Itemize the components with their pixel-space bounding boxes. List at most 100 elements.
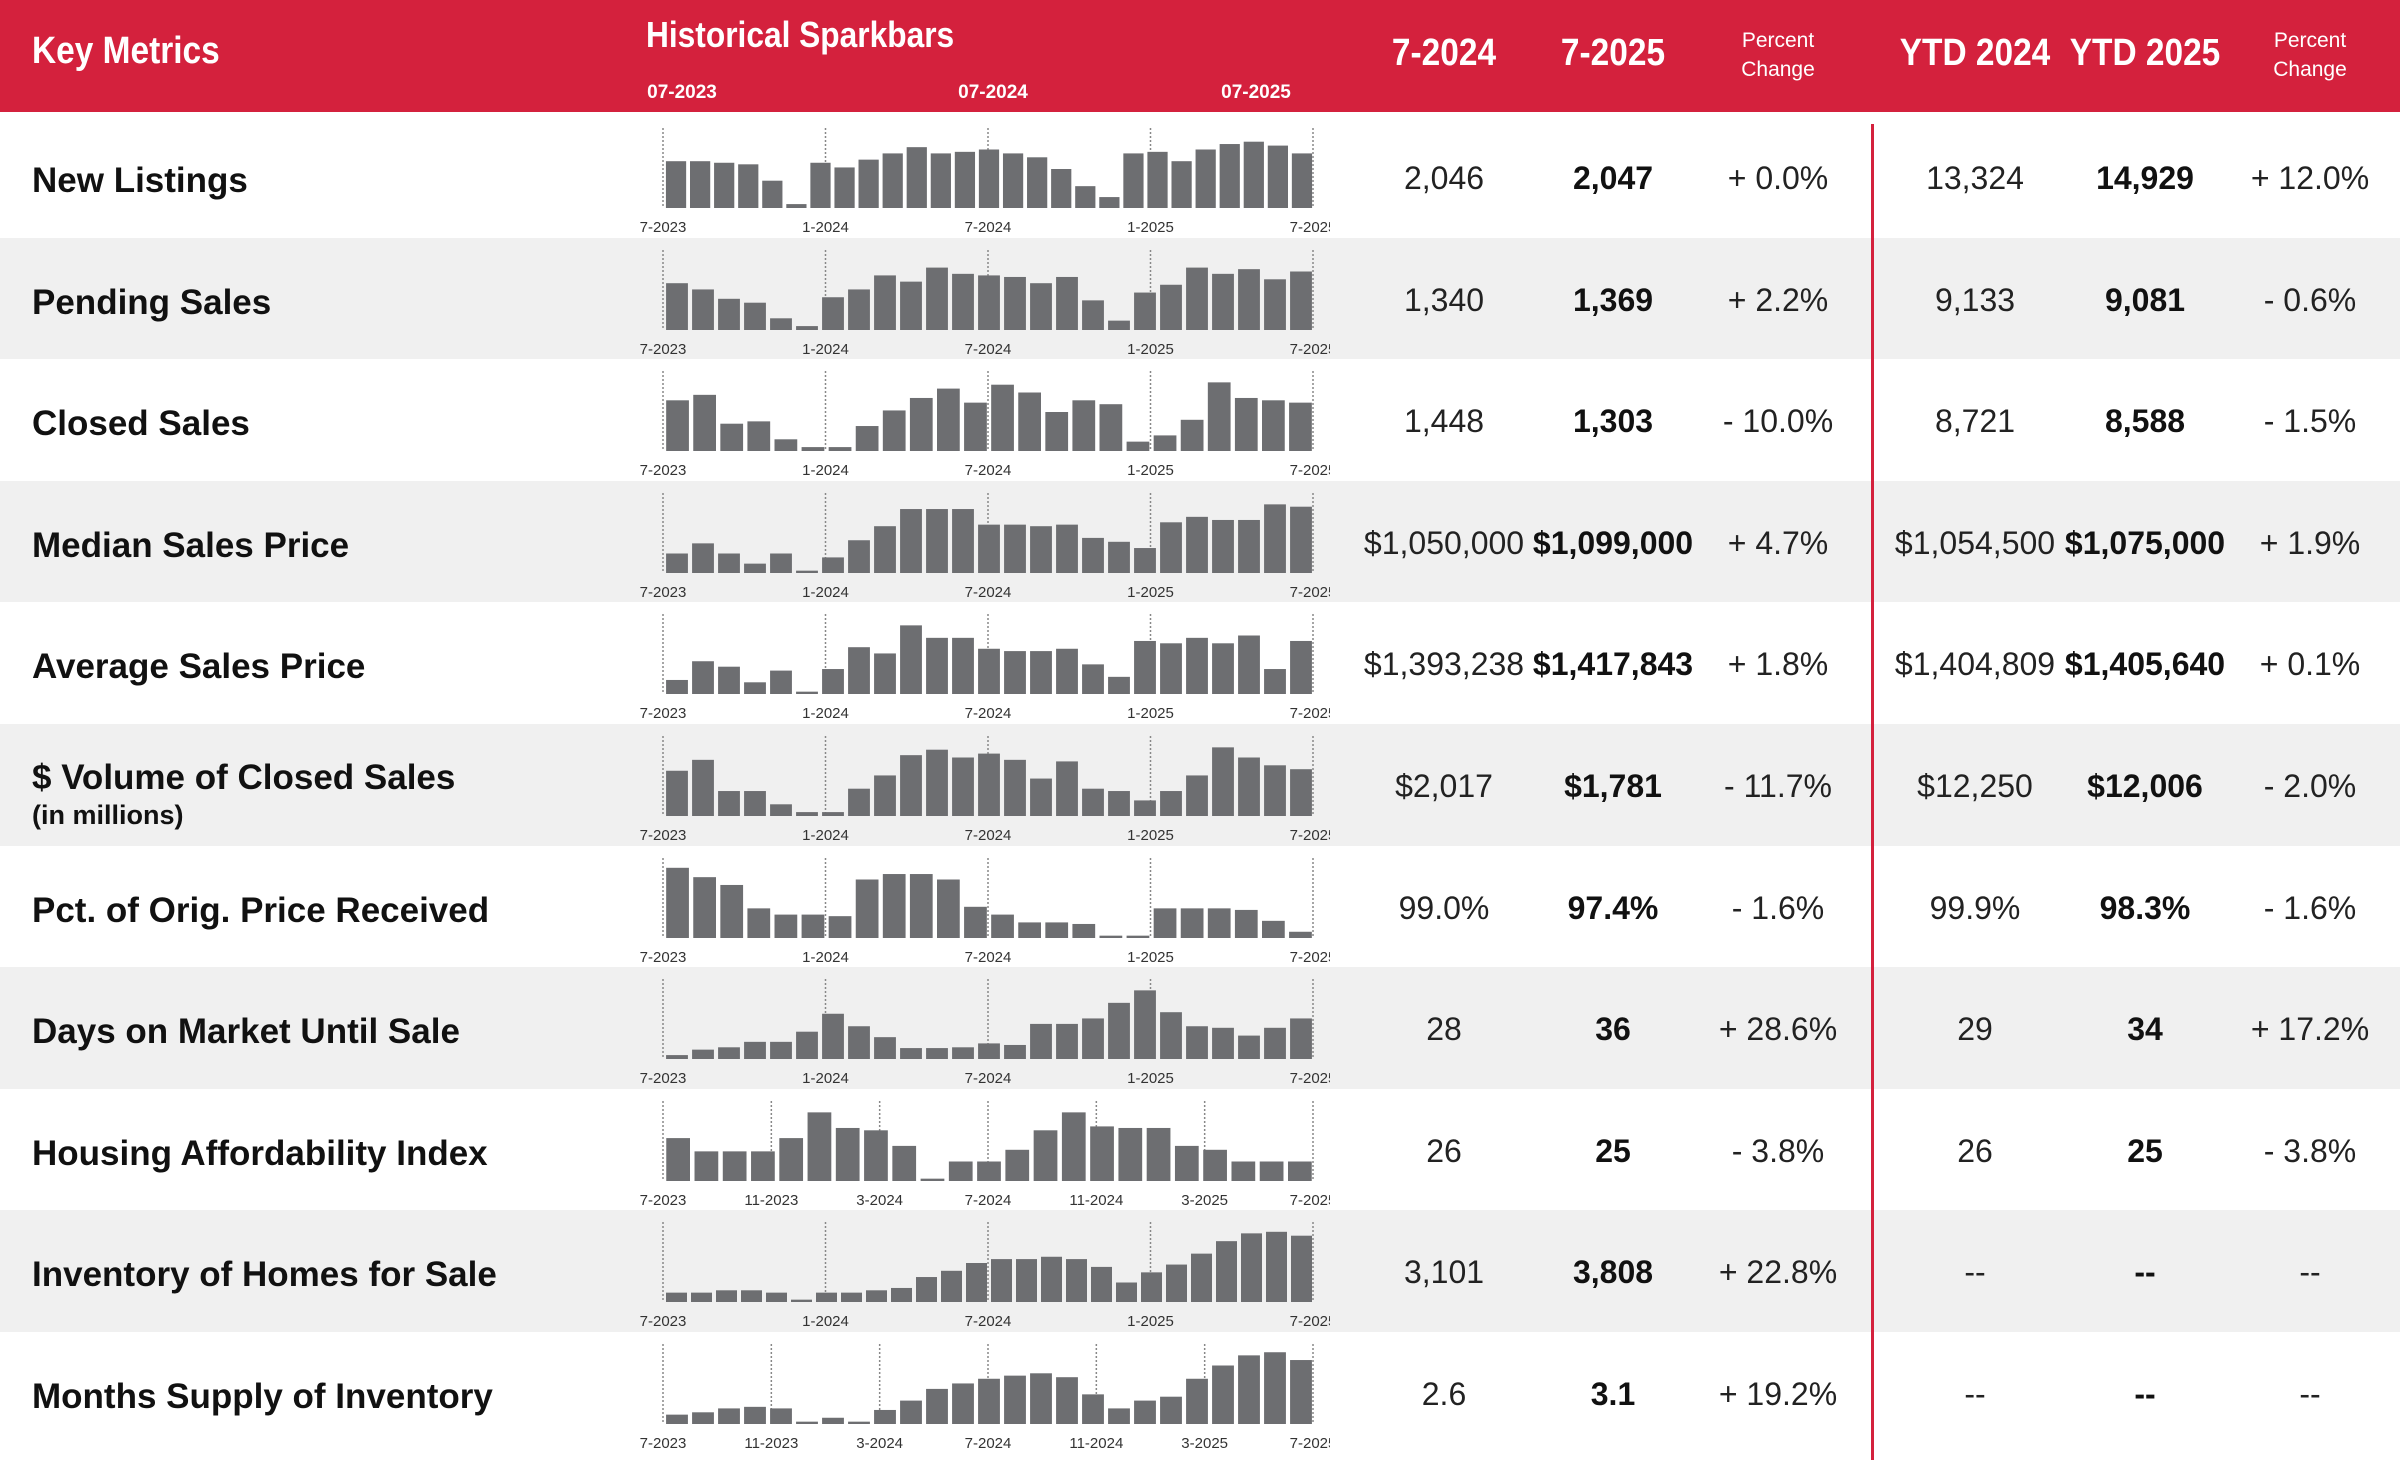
bar xyxy=(1061,1112,1086,1181)
bar xyxy=(779,1137,804,1181)
sparkbar-chart: 7-2023 11-2023 3-2024 7-2024 11-2024 3-2025 7-… xyxy=(640,1100,1330,1209)
bar xyxy=(1005,1149,1030,1181)
bar xyxy=(722,1151,747,1181)
metric-label: Pct. of Orig. Price Received xyxy=(32,890,490,930)
bar xyxy=(796,692,818,695)
value-ytd-curr: 14,929 xyxy=(2096,160,2194,196)
bar xyxy=(1004,1045,1026,1060)
bar xyxy=(796,570,818,573)
value-month-prev: 99.0% xyxy=(1398,889,1490,926)
bar xyxy=(1289,402,1312,452)
value-ytd-curr: $1,405,640 xyxy=(2064,646,2226,683)
metric-label: Median Sales Price xyxy=(32,525,350,565)
bar xyxy=(1004,1375,1026,1424)
sparkbar-chart: 7-2023 1-2024 7-2024 1-2025 7-2025 xyxy=(640,128,1330,236)
bar xyxy=(1134,990,1156,1060)
bar xyxy=(848,647,870,695)
bar xyxy=(770,1042,792,1060)
bar xyxy=(796,812,818,816)
value-month-curr: 3.1 xyxy=(1590,1376,1636,1412)
bar xyxy=(848,289,870,330)
bar xyxy=(822,296,844,330)
tick-label: 11-2023 xyxy=(744,1435,798,1452)
bar xyxy=(841,1293,862,1303)
bar xyxy=(1160,1012,1182,1060)
bar xyxy=(1123,153,1144,208)
bar xyxy=(1108,320,1130,330)
bar xyxy=(835,1127,860,1181)
tick-label: 1-2024 xyxy=(802,584,849,601)
bar xyxy=(1212,1027,1234,1060)
tick-label: 7-2025 xyxy=(1290,1192,1330,1209)
bar xyxy=(978,1378,1000,1424)
bar xyxy=(1018,921,1041,938)
bar xyxy=(882,153,903,208)
bar xyxy=(978,649,1000,695)
page-title: Key Metrics xyxy=(32,30,220,72)
col-month-prev: 7-2024 xyxy=(1391,32,1497,74)
bar xyxy=(900,1048,922,1060)
bar xyxy=(796,1031,818,1060)
value-month-curr: $1,417,843 xyxy=(1532,646,1694,683)
bar xyxy=(952,1383,974,1424)
value-percent-change-month: - 3.8% xyxy=(1731,1132,1825,1169)
value-ytd-curr: $12,006 xyxy=(2087,768,2203,804)
tick-label: 7-2025 xyxy=(1290,341,1330,358)
sparkbar-chart: 7-2023 1-2024 7-2024 1-2025 7-2025 xyxy=(640,371,1330,479)
bar xyxy=(1045,412,1069,452)
metric-label: Inventory of Homes for Sale xyxy=(32,1255,497,1295)
tick-label: 1-2024 xyxy=(802,1313,849,1330)
bar xyxy=(770,670,792,695)
col-ytd-curr: YTD 2025 xyxy=(2069,32,2221,74)
bar xyxy=(666,1137,690,1181)
tick-label: 7-2023 xyxy=(640,1313,687,1330)
bar xyxy=(930,153,951,208)
bar xyxy=(1082,537,1104,573)
bar xyxy=(952,508,974,573)
tick-label: 1-2024 xyxy=(802,827,849,844)
value-percent-change-month: + 1.8% xyxy=(1727,646,1829,683)
bar xyxy=(718,1047,740,1060)
value-ytd-prev: -- xyxy=(1964,1254,1986,1291)
metric-label: Pending Sales xyxy=(32,282,272,322)
value-percent-change-ytd: + 0.1% xyxy=(2259,646,2361,683)
bar xyxy=(1238,268,1260,330)
bar xyxy=(720,423,744,452)
bar xyxy=(1146,1127,1171,1181)
tick-label: 11-2024 xyxy=(1069,1435,1123,1452)
tick-label: 7-2025 xyxy=(1290,219,1330,236)
bar xyxy=(1195,149,1216,208)
tick-label: 1-2024 xyxy=(802,949,849,966)
bar xyxy=(1134,547,1156,573)
value-ytd-curr: 9,081 xyxy=(2104,281,2186,318)
bar xyxy=(1108,791,1130,816)
bar xyxy=(744,791,766,816)
value-ytd-prev: -- xyxy=(1964,1376,1986,1412)
bar xyxy=(1289,931,1312,938)
bar xyxy=(770,804,792,816)
sparkbar-chart: 7-2023 1-2024 7-2024 1-2025 7-2025 xyxy=(640,614,1330,722)
table-row: Pending Sales 7-2023 1-2024 7-2024 1-2025 7-2… xyxy=(0,237,2400,360)
table-row: Average Sales Price 7-2023 1-2024 7-2024 1-2… xyxy=(0,602,2400,724)
value-month-prev: 3,101 xyxy=(1403,1254,1485,1291)
value-month-curr: 36 xyxy=(1595,1011,1631,1048)
bar xyxy=(1234,398,1258,452)
bar xyxy=(1290,641,1312,695)
value-ytd-curr: -- xyxy=(2134,1376,2156,1412)
value-percent-change-month: + 19.2% xyxy=(1718,1376,1838,1412)
sparkbar-chart: 7-2023 1-2024 7-2024 1-2025 7-2025 xyxy=(640,249,1330,358)
bar xyxy=(801,914,825,938)
bar xyxy=(1016,1259,1037,1303)
bar xyxy=(692,289,714,330)
bar xyxy=(1030,1024,1052,1060)
sparkbar-chart: 7-2023 1-2024 7-2024 1-2025 7-2025 xyxy=(640,736,1330,844)
col-month-curr: 7-2025 xyxy=(1560,32,1666,74)
bar xyxy=(1238,635,1260,695)
bar xyxy=(855,426,879,452)
tick-label: 7-2024 xyxy=(965,341,1012,358)
value-percent-change-month: - 10.0% xyxy=(1722,403,1834,440)
bar xyxy=(948,1161,973,1181)
bar xyxy=(786,204,807,208)
value-ytd-prev: 29 xyxy=(1957,1011,1993,1048)
bar xyxy=(906,147,927,208)
